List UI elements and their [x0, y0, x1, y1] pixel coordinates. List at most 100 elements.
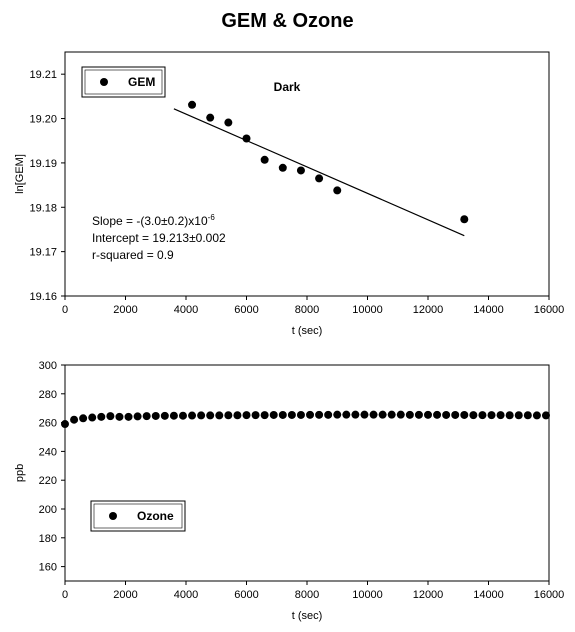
data-point-ozone [287, 410, 296, 419]
data-point-ozone [88, 413, 97, 422]
data-point-ozone [260, 411, 269, 420]
data-point-ozone [469, 411, 478, 420]
data-point-ozone [342, 410, 351, 419]
data-point-ozone [269, 410, 278, 419]
plot-frame [64, 364, 550, 582]
chart-panel-2: 0 2000 4000 6000 8000 10000 12000 14000 16000 160… [14, 360, 564, 622]
data-point-ozone [215, 411, 224, 420]
data-point-ozone [478, 411, 487, 420]
data-point-ozone [405, 410, 414, 419]
x-tick-label: 0 [62, 589, 68, 601]
legend-marker [109, 512, 117, 520]
data-point-ozone [541, 411, 550, 420]
data-point-ozone [351, 410, 360, 419]
data-point-ozone [133, 412, 142, 421]
y-tick-label: 19.21 [29, 69, 57, 81]
x-tick-label: 8000 [295, 304, 319, 316]
x-tick-label: 0 [62, 304, 68, 316]
x-tick-label: 12000 [413, 304, 444, 316]
data-point-ozone [61, 420, 69, 429]
legend-inner-border [93, 503, 183, 529]
data-point-ozone [151, 411, 160, 420]
y-tick-label: 19.16 [29, 291, 57, 303]
data-point-ozone [532, 411, 541, 420]
data-point-ozone [378, 410, 387, 419]
x-tick-label: 6000 [234, 304, 258, 316]
data-point-ozone [206, 411, 215, 420]
x-tick-label: 12000 [413, 589, 444, 601]
y-tick-label: 19.20 [29, 114, 57, 126]
data-point-ozone [505, 411, 514, 420]
data-point-ozone [387, 410, 396, 419]
data-point-ozone [324, 410, 333, 419]
data-point-ozone [197, 411, 206, 420]
slope-exponent: -6 [208, 213, 216, 222]
data-point-ozone [169, 411, 178, 420]
y-tick-label: 180 [39, 533, 57, 545]
y-tick-label: 200 [39, 504, 57, 516]
data-point-ozone [251, 411, 260, 420]
y-tick-label: 240 [39, 446, 57, 458]
y-tick-label: 19.18 [29, 202, 57, 214]
data-point-gem [278, 163, 287, 172]
data-point-gem [242, 134, 251, 143]
data-point-ozone [442, 410, 451, 419]
x-axis-label: t (sec) [292, 325, 323, 337]
data-point-ozone [242, 411, 251, 420]
x-tick-label: 6000 [234, 589, 258, 601]
data-point-ozone [79, 414, 88, 423]
data-point-ozone [142, 412, 151, 421]
y-tick-label: 220 [39, 475, 57, 487]
legend-label: GEM [128, 75, 155, 89]
x-tick-label: 4000 [174, 304, 198, 316]
data-point-gem [460, 215, 469, 224]
y-axis-label: ln[GEM] [14, 154, 26, 194]
regression-line [173, 108, 465, 237]
data-point-ozone [460, 410, 469, 419]
data-point-gem [260, 155, 269, 164]
data-point-gem [188, 100, 197, 109]
data-point-ozone [233, 411, 242, 420]
data-point-ozone [369, 410, 378, 419]
data-point-ozone [333, 410, 342, 419]
data-point-ozone [360, 410, 369, 419]
x-tick-label: 10000 [352, 589, 383, 601]
data-point-ozone [115, 412, 124, 421]
y-tick-label: 300 [39, 360, 57, 372]
y-axis-label: ppb [14, 464, 26, 482]
y-tick-label: 160 [39, 562, 57, 574]
annotation-dark: Dark [274, 80, 301, 94]
slope-annotation: Slope = -(3.0±0.2)x10-6 [92, 213, 215, 228]
x-tick-label: 16000 [534, 304, 565, 316]
x-tick-label: 14000 [473, 304, 504, 316]
y-tick-label: 19.19 [29, 158, 57, 170]
data-point-gem [296, 166, 305, 175]
x-tick-label: 14000 [473, 589, 504, 601]
data-point-ozone [188, 411, 197, 420]
y-tick-label: 19.17 [29, 247, 57, 259]
x-tick-label: 8000 [295, 589, 319, 601]
data-point-ozone [70, 415, 79, 424]
chart-panel-1: 0 2000 4000 6000 8000 10000 12000 14000 16000 19.… [14, 51, 565, 337]
data-point-ozone [414, 410, 423, 419]
data-point-ozone [496, 411, 505, 420]
legend-label: Ozone [137, 509, 174, 523]
legend-inner-border [84, 69, 163, 95]
data-point-ozone [424, 410, 432, 419]
data-point-ozone [487, 411, 496, 420]
data-point-ozone [433, 410, 442, 419]
data-point-ozone [306, 410, 315, 419]
data-point-gem [333, 186, 342, 195]
y-tick-label: 260 [39, 418, 57, 430]
data-point-ozone [396, 410, 405, 419]
x-tick-label: 10000 [352, 304, 383, 316]
y-tick-label: 280 [39, 389, 57, 401]
data-point-ozone [224, 411, 233, 420]
data-point-ozone [523, 411, 532, 420]
data-point-gem [224, 118, 233, 127]
legend-box [81, 66, 166, 98]
data-point-gem [315, 174, 324, 183]
data-point-ozone [315, 410, 324, 419]
x-tick-label: 4000 [174, 589, 198, 601]
